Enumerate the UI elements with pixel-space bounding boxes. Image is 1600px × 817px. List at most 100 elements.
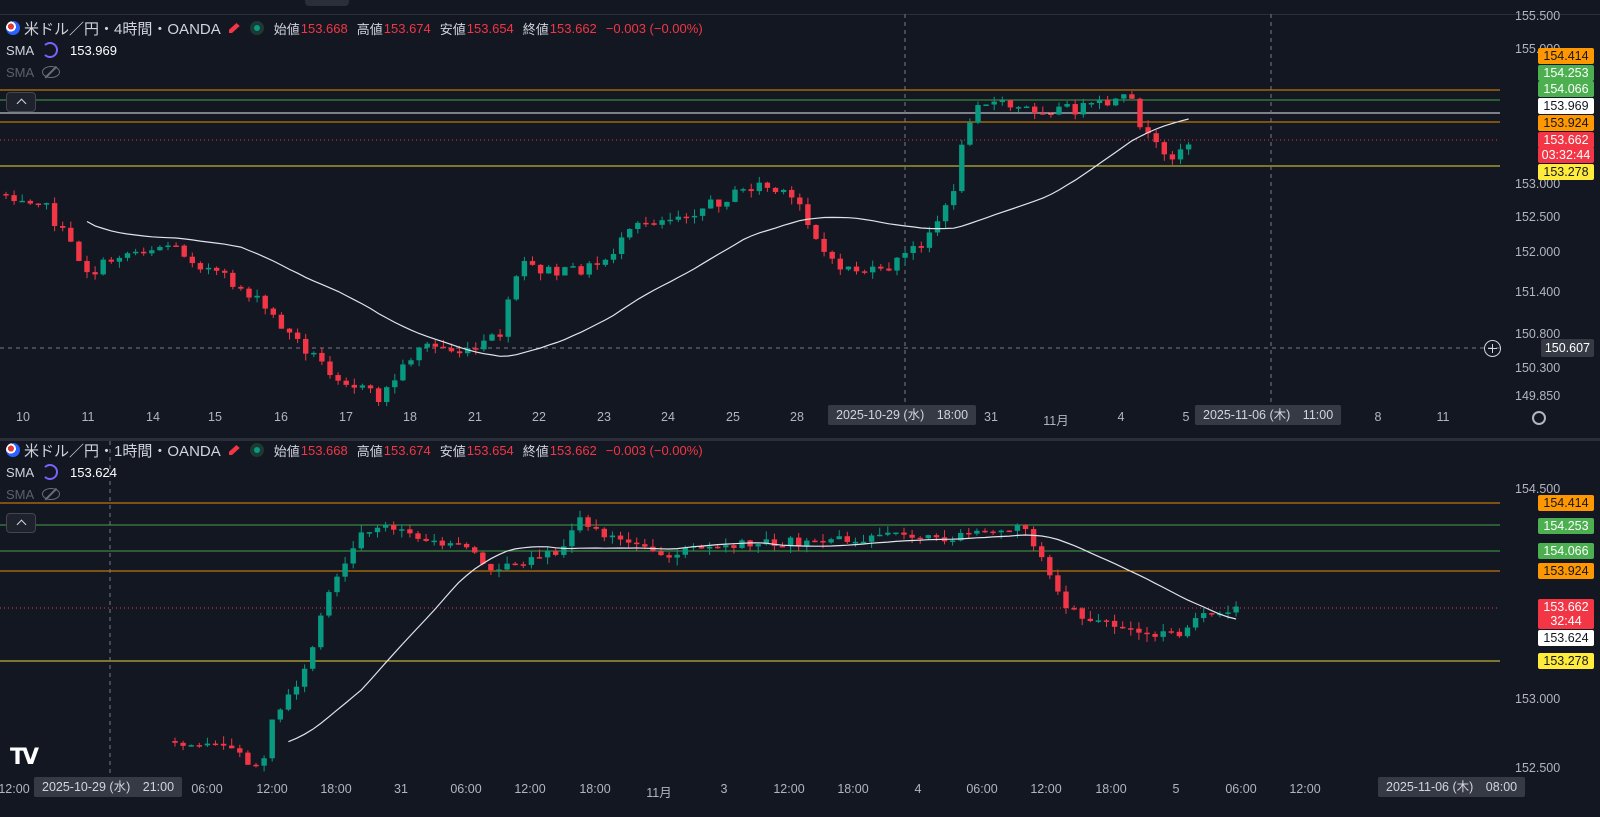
time-axis-tick: 11月 [646,786,672,800]
candle-body [804,540,810,546]
eye-off-icon[interactable] [42,66,60,78]
candle-body [829,251,835,259]
candle-body [569,530,575,547]
candle-body [643,222,649,225]
candle-body [544,551,551,558]
candle-body [286,328,293,333]
legend-4h: 米ドル／円・4時間・OANDA 始値 153.668 高値 153.674 安値 15… [6,17,703,83]
candle-body [303,338,309,354]
price-axis-tick: 154.500 [1515,482,1561,496]
candle-body [1209,613,1215,615]
time-axis-tick: 31 [984,410,998,424]
tradingview-logo[interactable]: TV [10,745,39,770]
candle-body [1168,631,1174,633]
candle-body [1039,546,1045,558]
candle-body [991,101,997,105]
chart-pane-4h[interactable]: 米ドル／円・4時間・OANDA 始値 153.668 高値 153.674 安値 15… [0,9,1600,438]
sma-cycle-icon[interactable] [42,42,58,58]
time-axis-tick: 8 [1374,410,1382,424]
price-axis-tick: 150.300 [1515,361,1561,375]
candle-body [319,352,325,362]
time-axis-tick: 3 [720,782,728,796]
candle-body [1192,618,1199,628]
candle-body [627,229,633,238]
candle-body [577,517,583,531]
plus-circle-icon[interactable] [1484,340,1501,357]
candle-body [382,524,389,528]
candle-body [60,225,66,228]
sma-indicator-2[interactable]: SMA [6,483,703,505]
low-value: 153.654 [466,442,514,458]
toolbar-handle[interactable] [305,0,349,6]
candle-body [1079,608,1085,619]
candle-body [585,517,591,527]
candle-body [269,719,275,759]
candle-body [116,257,123,262]
price-axis-tick: 152.500 [1515,761,1561,775]
candle-body [456,351,463,354]
candle-body [894,257,900,271]
candle-body [852,541,859,544]
sma-label: SMA [6,64,35,80]
price-label-red: 153.662 [1538,132,1594,148]
sma-indicator-1[interactable]: SMA 153.624 [6,461,703,483]
chevron-up-icon[interactable] [6,92,36,112]
symbol-title[interactable]: 米ドル／円・1時間・OANDA [24,442,221,460]
sma-cycle-icon[interactable] [42,464,58,480]
price-chart-1h[interactable] [0,441,1600,817]
candle-body [496,569,502,571]
candle-body [358,532,364,549]
candle-body [1129,94,1135,99]
time-axis-tick: 12:00 [256,782,288,796]
chart-pane-1h[interactable]: 米ドル／円・1時間・OANDA 始値 153.668 高値 153.674 安値 15… [0,441,1600,817]
candle-body [1006,530,1012,533]
price-chart-4h[interactable] [0,14,1600,438]
candle-body [301,668,308,687]
candle-body [366,532,373,534]
candle-body [698,546,705,549]
candle-body [828,539,834,543]
candle-body [918,246,924,248]
sma-label: SMA [6,464,35,480]
candle-body [261,758,267,766]
pencil-icon[interactable] [228,23,240,33]
time-axis-tick: 06:00 [191,782,223,796]
candle-body [416,347,422,361]
candle-body [999,100,1005,103]
price-label-orange: 154.414 [1538,495,1594,511]
candle-body [1177,149,1184,160]
candle-body [432,343,438,347]
close-label: 終値 [522,21,549,37]
candle-body [172,741,178,743]
candle-body [967,122,973,145]
candle-body [1104,99,1111,106]
candle-body [813,224,819,239]
candle-body [245,752,251,765]
candle-body [949,540,956,542]
sma-indicator-1[interactable]: SMA 153.969 [6,39,703,61]
candle-body [683,216,690,219]
candle-body [1176,631,1183,637]
crosshair-time-label-2: 2025-11-06 (木) 11:00 [1195,405,1342,425]
sma-indicator-2[interactable]: SMA [6,61,703,83]
eye-off-icon[interactable] [42,488,60,500]
price-label-orange: 153.924 [1538,563,1594,579]
gear-icon[interactable] [1532,411,1546,425]
candle-body [756,182,762,192]
pencil-icon[interactable] [228,445,240,455]
candle-body [149,250,155,254]
candle-body [1032,106,1038,114]
symbol-title[interactable]: 米ドル／円・4時間・OANDA [24,20,221,38]
pane-divider[interactable] [0,438,1600,441]
candle-body [1160,631,1166,637]
candle-body [1113,98,1119,106]
candle-body [667,219,673,222]
candle-body [1048,113,1054,116]
candle-body [181,245,187,257]
candle-body [732,189,738,202]
price-axis-tick: 150.800 [1515,327,1561,341]
candle-body [910,246,916,253]
candle-body [975,105,981,123]
candle-body [901,532,907,535]
chevron-up-icon[interactable] [6,513,36,533]
